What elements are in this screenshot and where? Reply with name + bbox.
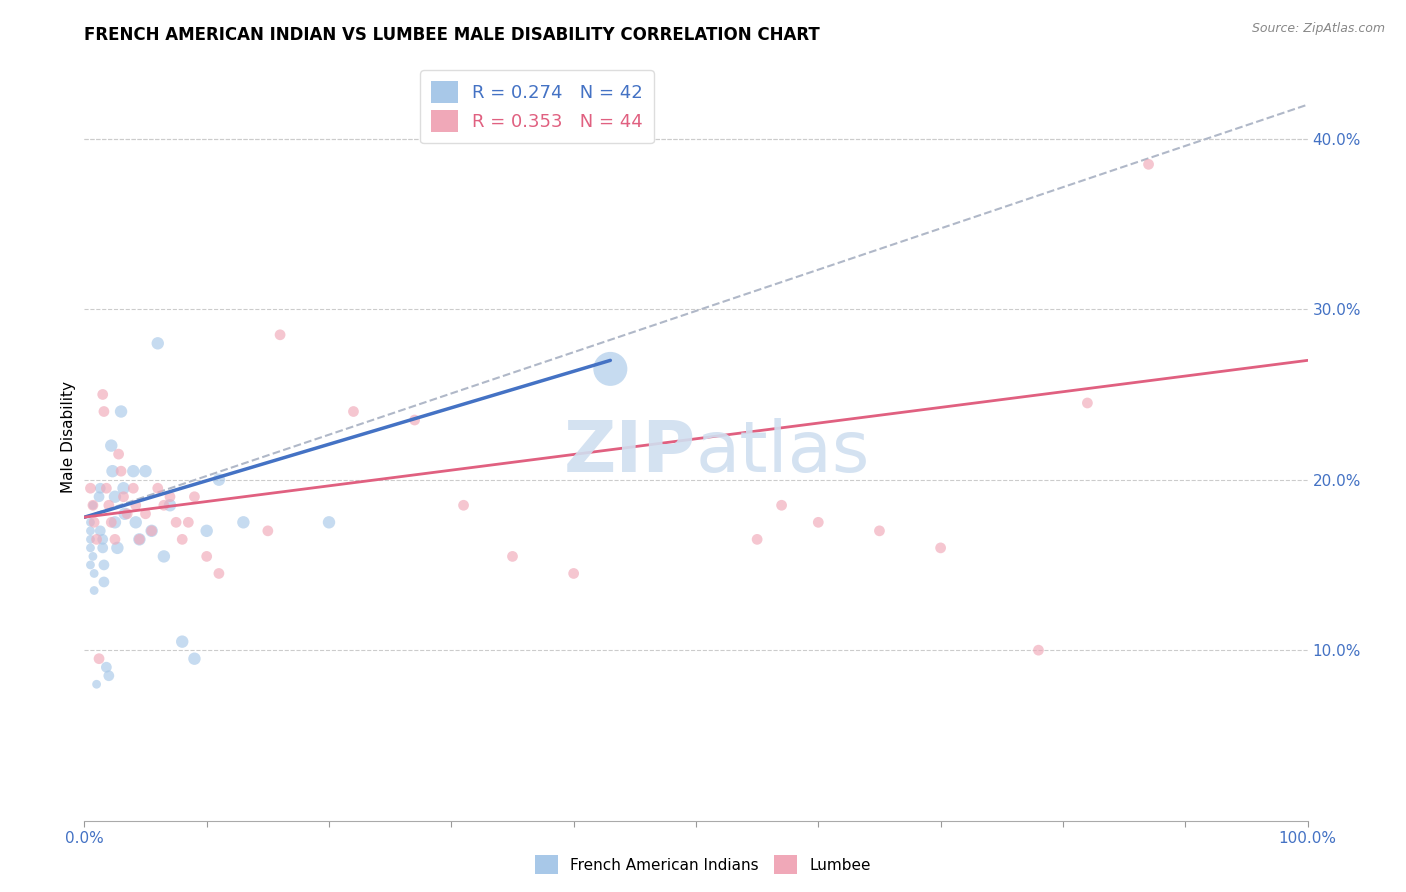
Text: FRENCH AMERICAN INDIAN VS LUMBEE MALE DISABILITY CORRELATION CHART: FRENCH AMERICAN INDIAN VS LUMBEE MALE DI… [84, 26, 820, 44]
Point [79, 558, 101, 572]
Point [232, 516, 254, 530]
Point [165, 516, 187, 530]
Point [122, 481, 145, 495]
Point [97, 669, 120, 683]
Point [404, 413, 426, 427]
Point [153, 498, 176, 512]
Point [101, 464, 124, 478]
Point [87, 490, 110, 504]
Point [91, 387, 114, 401]
Point [269, 327, 291, 342]
Point [122, 464, 145, 478]
Point [195, 549, 218, 564]
Point [79, 541, 101, 555]
Legend: R = 0.274   N = 42, R = 0.353   N = 44: R = 0.274 N = 42, R = 0.353 N = 44 [420, 70, 654, 143]
Point [82, 549, 104, 564]
Point [1137, 157, 1160, 171]
Point [318, 516, 340, 530]
Point [79, 516, 101, 530]
Point [114, 507, 136, 521]
Point [807, 516, 830, 530]
Point [125, 498, 148, 512]
Point [93, 574, 115, 589]
Point [770, 498, 793, 512]
Point [929, 541, 952, 555]
Point [172, 634, 194, 648]
Point [93, 558, 115, 572]
Point [93, 404, 115, 418]
Point [79, 524, 101, 538]
Point [1028, 643, 1050, 657]
Text: atlas: atlas [696, 418, 870, 487]
Point [135, 464, 157, 478]
Point [89, 481, 111, 495]
Point [208, 473, 231, 487]
Text: ZIP: ZIP [564, 418, 696, 487]
Point [100, 516, 122, 530]
Point [96, 481, 118, 495]
Point [146, 481, 169, 495]
Point [83, 583, 105, 598]
Point [128, 533, 150, 547]
Point [172, 533, 194, 547]
Point [159, 490, 181, 504]
Point [177, 516, 200, 530]
Text: Source: ZipAtlas.com: Source: ZipAtlas.com [1251, 22, 1385, 36]
Point [97, 498, 120, 512]
Point [110, 464, 132, 478]
Point [96, 660, 118, 674]
Point [183, 651, 205, 665]
Point [599, 362, 621, 376]
Point [183, 490, 205, 504]
Point [89, 524, 111, 538]
Point [502, 549, 524, 564]
Point [83, 516, 105, 530]
Point [135, 507, 157, 521]
Point [208, 566, 231, 581]
Point [125, 516, 148, 530]
Y-axis label: Male Disability: Male Disability [60, 381, 76, 493]
Point [1076, 396, 1098, 410]
Point [257, 524, 280, 538]
Point [747, 533, 769, 547]
Point [195, 524, 218, 538]
Point [112, 481, 135, 495]
Point [453, 498, 475, 512]
Point [112, 490, 135, 504]
Point [83, 566, 105, 581]
Point [91, 533, 114, 547]
Point [342, 404, 364, 418]
Point [110, 404, 132, 418]
Point [141, 524, 163, 538]
Point [128, 533, 150, 547]
Point [146, 336, 169, 351]
Legend: French American Indians, Lumbee: French American Indians, Lumbee [529, 849, 877, 880]
Point [104, 490, 127, 504]
Point [159, 498, 181, 512]
Point [79, 533, 101, 547]
Point [86, 677, 108, 691]
Point [141, 524, 163, 538]
Point [104, 516, 127, 530]
Point [153, 549, 176, 564]
Point [115, 507, 138, 521]
Point [105, 541, 128, 555]
Point [104, 533, 127, 547]
Point [869, 524, 891, 538]
Point [86, 533, 108, 547]
Point [82, 498, 104, 512]
Point [82, 498, 104, 512]
Point [87, 651, 110, 665]
Point [100, 439, 122, 453]
Point [91, 541, 114, 555]
Point [79, 481, 101, 495]
Point [107, 447, 129, 461]
Point [562, 566, 585, 581]
